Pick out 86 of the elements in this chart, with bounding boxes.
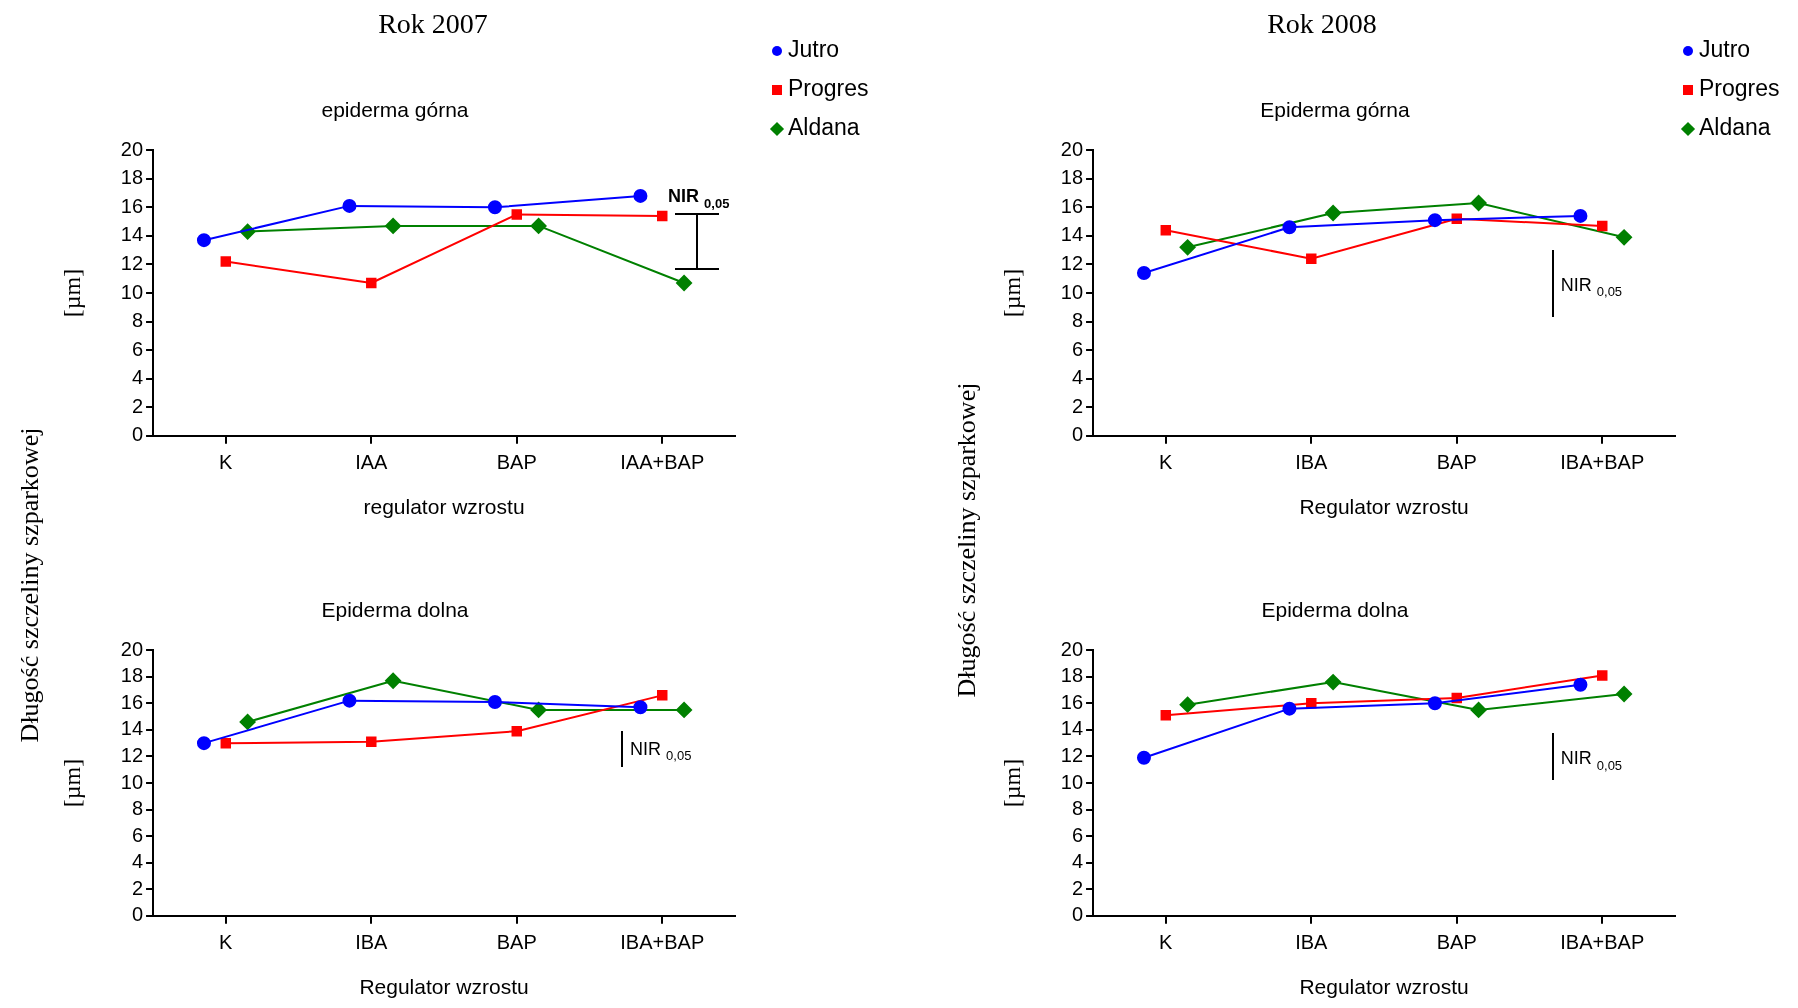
x-tick-label: IAA <box>355 451 389 474</box>
x-tick-label: BAP <box>496 451 537 474</box>
y-tick-label: 20 <box>120 137 144 160</box>
text: Długość szczeliny szparkowej <box>15 427 45 743</box>
legend-label: Jutro <box>787 35 841 64</box>
y-tick-label: 12 <box>120 743 144 766</box>
x-tick-label: IBA+BAP <box>620 931 705 954</box>
annotation: NIR 0,05 <box>1560 274 1623 300</box>
y-tick-label: 12 <box>1060 251 1084 274</box>
y-tick-label: 20 <box>1060 137 1084 160</box>
y-axis-title: [µm] <box>58 268 85 318</box>
legend-label: Jutro <box>1698 35 1752 64</box>
y-tick-label: 18 <box>1060 664 1084 687</box>
legend-label: Progres <box>1698 74 1780 103</box>
x-tick-label: K <box>1159 451 1174 474</box>
x-tick-label: IBA <box>355 931 389 954</box>
legend-label: Aldana <box>1698 113 1772 142</box>
y-tick-label: 12 <box>1060 743 1084 766</box>
y-tick-label: 2 <box>1071 876 1084 899</box>
y-tick-label: 16 <box>1060 690 1084 713</box>
y-tick-label: 8 <box>1071 797 1084 820</box>
y-tick-label: 10 <box>1060 280 1084 303</box>
y-tick-label: 8 <box>131 309 144 332</box>
y-tick-label: 0 <box>131 423 144 446</box>
y-tick-label: 6 <box>131 823 144 846</box>
x-tick-label: BAP <box>1436 931 1477 954</box>
y-tick-label: 4 <box>131 850 144 873</box>
y-tick-label: 6 <box>1071 337 1084 360</box>
x-tick-label: IBA+BAP <box>1560 931 1645 954</box>
y-tick-label: 8 <box>131 797 144 820</box>
x-axis-title: Regulator wzrostu <box>359 975 529 999</box>
chart-title: epiderma górna <box>321 98 469 122</box>
y-tick-label: 4 <box>1071 850 1084 873</box>
x-tick-label: BAP <box>496 931 537 954</box>
x-tick-label: K <box>219 931 234 954</box>
x-tick-label: K <box>219 451 234 474</box>
x-tick-label: BAP <box>1436 451 1477 474</box>
y-axis-title: [µm] <box>998 758 1025 808</box>
x-tick-label: K <box>1159 931 1174 954</box>
x-tick-label: IBA <box>1295 931 1329 954</box>
text: Długość szczeliny szparkowej <box>952 382 982 698</box>
y-tick-label: 14 <box>1060 223 1084 246</box>
legend-label: Aldana <box>787 113 861 142</box>
y-tick-label: 16 <box>120 194 144 217</box>
y-tick-label: 0 <box>131 903 144 926</box>
chart-title: Epiderma dolna <box>1261 598 1409 622</box>
y-tick-label: 16 <box>1060 194 1084 217</box>
y-tick-label: 6 <box>1071 823 1084 846</box>
y-tick-label: 16 <box>120 690 144 713</box>
y-tick-label: 4 <box>1071 366 1084 389</box>
y-tick-label: 18 <box>120 664 144 687</box>
y-tick-label: 18 <box>1060 166 1084 189</box>
y-tick-label: 20 <box>1060 637 1084 660</box>
y-tick-label: 0 <box>1071 423 1084 446</box>
y-tick-label: 8 <box>1071 309 1084 332</box>
y-tick-label: 2 <box>131 394 144 417</box>
x-axis-title: regulator wzrostu <box>363 495 525 519</box>
y-tick-label: 18 <box>120 166 144 189</box>
annotation: NIR 0,05 <box>668 186 730 211</box>
y-axis-title: [µm] <box>58 758 85 808</box>
y-tick-label: 0 <box>1071 903 1084 926</box>
y-tick-label: 10 <box>120 280 144 303</box>
legend-label: Progres <box>787 74 869 103</box>
y-axis-title: [µm] <box>998 268 1025 318</box>
y-tick-label: 14 <box>120 717 144 740</box>
y-tick-label: 14 <box>1060 717 1084 740</box>
text: Rok 2007 <box>378 8 488 40</box>
y-tick-label: 2 <box>1071 394 1084 417</box>
x-axis-title: Regulator wzrostu <box>1299 975 1469 999</box>
y-tick-label: 2 <box>131 876 144 899</box>
annotation: NIR 0,05 <box>630 738 692 764</box>
y-tick-label: 6 <box>131 337 144 360</box>
x-tick-label: IAA+BAP <box>620 451 705 474</box>
x-axis-title: Regulator wzrostu <box>1299 495 1469 519</box>
annotation: NIR 0,05 <box>1560 748 1623 773</box>
y-tick-label: 10 <box>120 770 144 793</box>
y-tick-label: 4 <box>131 366 144 389</box>
y-tick-label: 20 <box>120 637 144 660</box>
y-tick-label: 12 <box>120 251 144 274</box>
text: Rok 2008 <box>1267 8 1377 40</box>
chart-title: Epiderma dolna <box>321 598 469 622</box>
x-tick-label: IBA <box>1295 451 1329 474</box>
chart-title: Epiderma górna <box>1260 98 1411 122</box>
y-tick-label: 14 <box>120 223 144 246</box>
x-tick-label: IBA+BAP <box>1560 451 1645 474</box>
y-tick-label: 10 <box>1060 770 1084 793</box>
